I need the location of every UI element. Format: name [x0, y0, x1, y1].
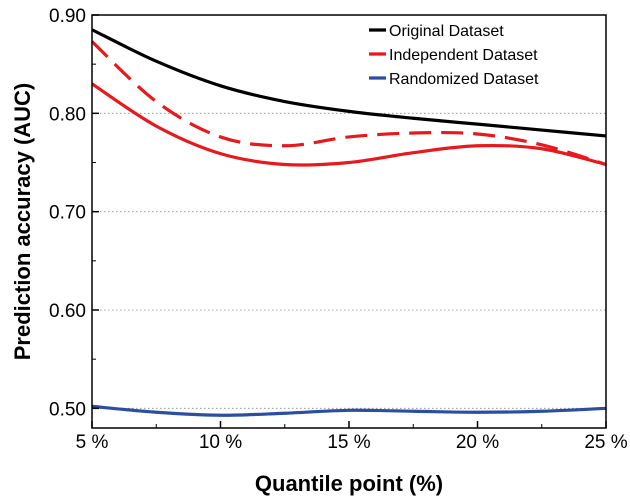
y-tick-label: 0.50: [49, 399, 86, 420]
axis-ticks: 0.50 0.60 0.70 0.80 0.90 5 % 10 % 15 % 20 % 25 %: [49, 6, 628, 453]
legend-label: Independent Dataset: [389, 47, 538, 64]
legend-label: Original Dataset: [389, 23, 504, 40]
series-line-0: [91, 28, 607, 138]
y-tick-label: 0.60: [49, 301, 86, 322]
series-lines: [90, 28, 607, 417]
x-tick-label: 10 %: [199, 432, 242, 453]
x-tick-label: 25 %: [584, 432, 627, 453]
x-tick-label: 20 %: [456, 432, 499, 453]
series-line-1: [91, 82, 607, 167]
x-axis-title: Quantile point (%): [255, 471, 443, 496]
y-tick-label: 0.90: [49, 6, 86, 27]
series-line-2: [90, 40, 607, 166]
y-tick-label: 0.70: [49, 203, 86, 224]
series-line-3: [91, 404, 607, 417]
legend: Original Dataset Independent Dataset Rando…: [369, 23, 539, 88]
y-axis-title: Prediction accuracy (AUC): [10, 83, 35, 361]
legend-label: Randomized Dataset: [389, 71, 539, 88]
x-tick-label: 15 %: [327, 432, 370, 453]
y-tick-label: 0.80: [49, 104, 86, 125]
grid-lines: [92, 112, 606, 409]
x-tick-label: 5 %: [76, 432, 109, 453]
